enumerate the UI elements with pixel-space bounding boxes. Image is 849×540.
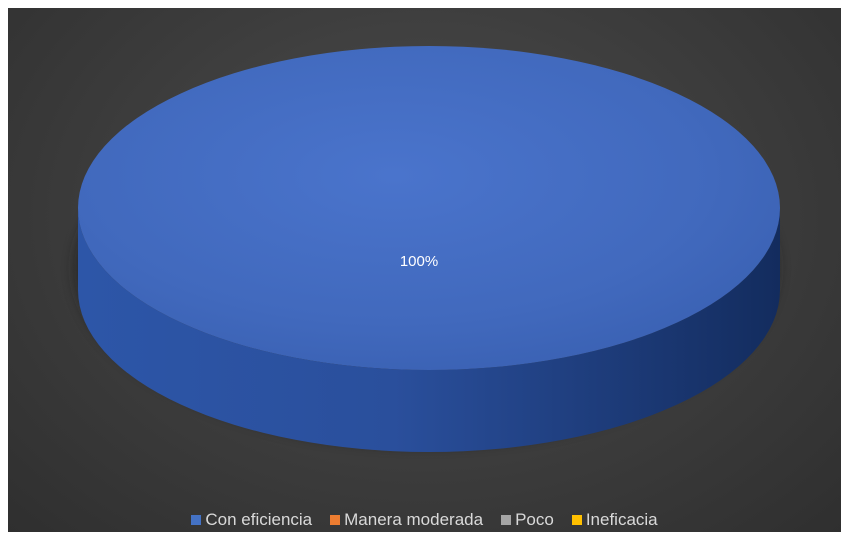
pie-chart: 100% [74,46,780,452]
pie-slice-side-con-eficiencia [78,208,780,452]
legend-swatch-manera-moderada [330,515,341,525]
legend-label: Poco [515,510,554,529]
legend-item-ineficacia: Ineficacia [571,510,658,530]
legend-item-manera-moderada: Manera moderada [330,510,483,530]
pie-slice-con-eficiencia [78,46,780,370]
legend-label: Manera moderada [344,510,484,529]
legend-label: Con eficiencia [205,510,313,529]
legend-swatch-con-eficiencia [191,515,202,525]
legend-item-con-eficiencia: Con eficiencia [191,510,312,530]
legend-swatch-poco [501,515,512,525]
data-label-con-eficiencia: 100% [400,253,438,270]
legend-label: Ineficacia [585,510,658,529]
legend-swatch-ineficacia [571,515,582,525]
legend-item-poco: Poco [501,510,554,530]
chart-area: 100% Con eficiencia Manera moderada Poco… [8,8,841,532]
legend: Con eficiencia Manera moderada Poco Inef… [8,508,841,532]
